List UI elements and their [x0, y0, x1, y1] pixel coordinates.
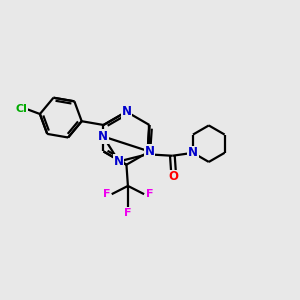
Text: F: F: [103, 189, 110, 199]
Text: O: O: [169, 170, 179, 184]
Text: N: N: [114, 155, 124, 168]
Text: Cl: Cl: [15, 104, 27, 114]
Text: N: N: [188, 146, 198, 159]
Text: N: N: [144, 145, 154, 158]
Text: N: N: [98, 130, 108, 143]
Text: F: F: [146, 189, 153, 199]
Text: F: F: [124, 208, 132, 218]
Text: N: N: [122, 105, 131, 118]
